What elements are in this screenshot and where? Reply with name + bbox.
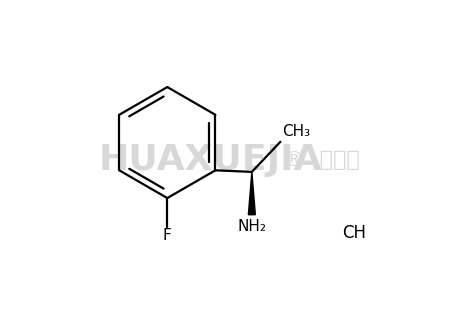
Text: CH₃: CH₃ xyxy=(282,124,310,139)
Text: F: F xyxy=(163,228,171,243)
Text: NH₂: NH₂ xyxy=(237,219,267,234)
Polygon shape xyxy=(248,172,255,215)
Text: HUAXUEJIA: HUAXUEJIA xyxy=(98,143,322,177)
Text: CH: CH xyxy=(342,224,366,242)
Text: ®  化学加: ® 化学加 xyxy=(283,150,359,170)
